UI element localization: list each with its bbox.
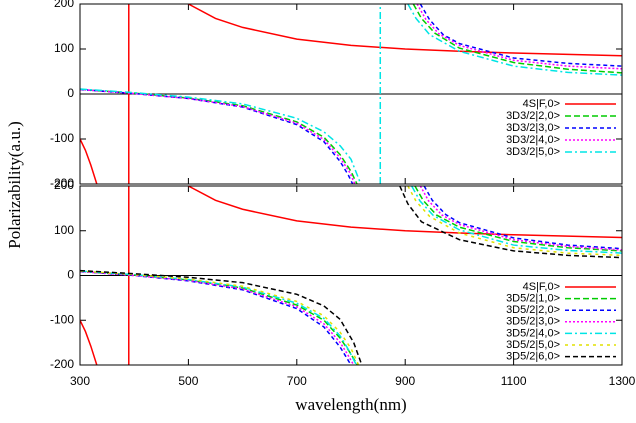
x-tick-label: 500 — [178, 374, 198, 388]
plot-frame — [79, 3, 623, 185]
series-line — [80, 186, 622, 365]
y-tick-label: 0 — [67, 268, 74, 282]
series-line — [80, 4, 622, 184]
x-tick-label: 900 — [395, 374, 415, 388]
x-tick-label: 700 — [287, 374, 307, 388]
legend-label: 4S|F,0> — [523, 281, 560, 293]
y-tick-label: -100 — [50, 131, 74, 145]
legend-label: 3D5/2|5,0> — [506, 339, 560, 351]
series-line — [80, 4, 622, 184]
y-tick-label: 0 — [67, 86, 74, 100]
series-line — [80, 186, 622, 365]
legend-label: 3D3/2|3,0> — [506, 122, 560, 134]
legend-label: 3D5/2|4,0> — [506, 327, 560, 339]
y-tick-label: 100 — [54, 223, 74, 237]
legend-label: 3D3/2|5,0> — [506, 146, 560, 158]
legend-label: 3D3/2|4,0> — [506, 134, 560, 146]
x-axis-label: wavelength(nm) — [295, 395, 406, 414]
x-tick-label: 1300 — [609, 374, 636, 388]
y-tick-label: 200 — [54, 178, 74, 192]
legend-label: 3D5/2|3,0> — [506, 316, 560, 328]
legend-label: 3D3/2|2,0> — [506, 110, 560, 122]
series-line — [80, 186, 622, 365]
legend-label: 3D5/2|1,0> — [506, 293, 560, 305]
y-tick-label: -100 — [50, 312, 74, 326]
y-tick-label: -200 — [50, 357, 74, 371]
plot-frame — [79, 185, 623, 366]
series-line — [80, 186, 622, 365]
series-line — [80, 4, 622, 184]
x-tick-label: 1100 — [501, 374, 527, 388]
legend-label: 3D5/2|2,0> — [506, 304, 560, 316]
x-tick-label: 300 — [70, 374, 90, 388]
legend-label: 3D5/2|6,0> — [506, 351, 560, 363]
legend-label: 4S|F,0> — [523, 98, 560, 110]
y-tick-label: 200 — [54, 0, 74, 10]
y-tick-label: 100 — [54, 41, 74, 55]
y-axis-label: Polarizability(a.u.) — [5, 121, 24, 248]
y-tick-label: -200 — [50, 176, 74, 190]
